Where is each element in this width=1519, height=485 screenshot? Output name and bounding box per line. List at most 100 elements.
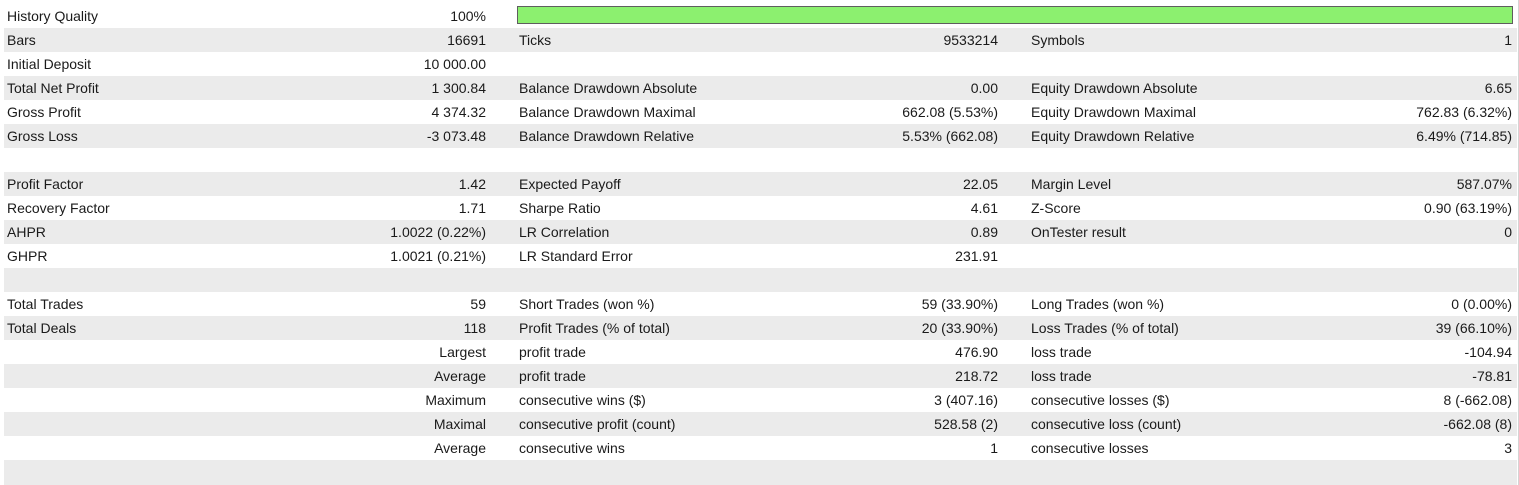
bars-value: 16691 — [447, 32, 486, 48]
ticks-label: Ticks — [519, 32, 552, 48]
max-consecutive-losses-label: consecutive losses ($) — [1031, 392, 1170, 408]
balance-drawdown-absolute-value: 0.00 — [970, 80, 998, 96]
loss-trades-label: Loss Trades (% of total) — [1031, 320, 1179, 336]
row-total-trades: Total Trades 59 Short Trades (won %) 59 … — [4, 292, 1517, 316]
balance-drawdown-maximal-label: Balance Drawdown Maximal — [519, 104, 696, 120]
lr-standard-error-value: 231.91 — [955, 248, 998, 264]
recovery-factor-label: Recovery Factor — [7, 200, 110, 216]
maximal-consecutive-loss-label: consecutive loss (count) — [1031, 416, 1182, 432]
sharpe-ratio-value: 4.61 — [970, 200, 998, 216]
row-average-consecutive: Average consecutive wins 1 consecutive l… — [4, 436, 1517, 460]
row-average: Average profit trade 218.72 loss trade -… — [4, 364, 1517, 388]
initial-deposit-label: Initial Deposit — [7, 56, 92, 72]
total-deals-value: 118 — [463, 320, 486, 336]
gross-loss-label: Gross Loss — [7, 128, 78, 144]
bars-label: Bars — [7, 32, 36, 48]
initial-deposit-value: 10 000.00 — [423, 56, 486, 72]
ontester-result-label: OnTester result — [1031, 224, 1126, 240]
row-profit-factor: Profit Factor 1.42 Expected Payoff 22.05… — [4, 172, 1517, 196]
row-spacer — [4, 460, 1517, 485]
profit-trades-label: Profit Trades (% of total) — [519, 320, 670, 336]
average-consecutive-losses-value: 3 — [1504, 440, 1512, 456]
lr-standard-error-label: LR Standard Error — [519, 248, 633, 264]
row-initial-deposit: Initial Deposit 10 000.00 — [4, 52, 1517, 76]
total-trades-label: Total Trades — [7, 296, 84, 312]
lr-correlation-value: 0.89 — [970, 224, 998, 240]
symbols-value: 1 — [1504, 32, 1512, 48]
gross-profit-label: Gross Profit — [7, 104, 81, 120]
max-consecutive-losses-value: 8 (-662.08) — [1443, 392, 1512, 408]
row-recovery-factor: Recovery Factor 1.71 Sharpe Ratio 4.61 Z… — [4, 196, 1517, 220]
max-consecutive-wins-value: 3 (407.16) — [934, 392, 998, 408]
total-deals-label: Total Deals — [7, 320, 77, 336]
profit-trades-value: 20 (33.90%) — [921, 320, 998, 336]
balance-drawdown-maximal-value: 662.08 (5.53%) — [902, 104, 998, 120]
maximal-label: Maximal — [433, 416, 486, 432]
margin-level-label: Margin Level — [1031, 176, 1112, 192]
total-net-profit-label: Total Net Profit — [7, 80, 99, 96]
row-bars: Bars 16691 Ticks 9533214 Symbols 1 — [4, 28, 1517, 52]
row-largest: Largest profit trade 476.90 loss trade -… — [4, 340, 1517, 364]
maximal-consecutive-loss-value: -662.08 (8) — [1443, 416, 1512, 432]
profit-factor-label: Profit Factor — [7, 176, 84, 192]
history-quality-bar — [517, 6, 1513, 24]
gross-profit-value: 4 374.32 — [431, 104, 487, 120]
history-quality-label: History Quality — [7, 8, 99, 24]
average-consecutive-losses-label: consecutive losses — [1031, 440, 1149, 456]
maximal-consecutive-profit-label: consecutive profit (count) — [519, 416, 676, 432]
z-score-value: 0.90 (63.19%) — [1424, 200, 1512, 216]
expected-payoff-value: 22.05 — [962, 176, 998, 192]
equity-drawdown-relative-value: 6.49% (714.85) — [1416, 128, 1512, 144]
equity-drawdown-relative-label: Equity Drawdown Relative — [1031, 128, 1195, 144]
balance-drawdown-relative-value: 5.53% (662.08) — [902, 128, 998, 144]
long-trades-label: Long Trades (won %) — [1031, 296, 1165, 312]
average-loss-trade-value: -78.81 — [1472, 368, 1512, 384]
balance-drawdown-absolute-label: Balance Drawdown Absolute — [519, 80, 698, 96]
gross-loss-value: -3 073.48 — [426, 128, 486, 144]
short-trades-label: Short Trades (won %) — [519, 296, 655, 312]
largest-profit-trade-value: 476.90 — [955, 344, 998, 360]
average-loss-trade-label: loss trade — [1031, 368, 1092, 384]
ticks-value: 9533214 — [943, 32, 998, 48]
equity-drawdown-maximal-label: Equity Drawdown Maximal — [1031, 104, 1196, 120]
average-profit-trade-label: profit trade — [519, 368, 586, 384]
margin-level-value: 587.07% — [1456, 176, 1512, 192]
loss-trades-value: 39 (66.10%) — [1435, 320, 1512, 336]
maximum-label: Maximum — [425, 392, 486, 408]
sharpe-ratio-label: Sharpe Ratio — [519, 200, 601, 216]
total-net-profit-value: 1 300.84 — [431, 80, 487, 96]
ghpr-value: 1.0021 (0.21%) — [390, 248, 486, 264]
ahpr-label: AHPR — [7, 224, 46, 240]
max-consecutive-wins-label: consecutive wins ($) — [519, 392, 646, 408]
equity-drawdown-absolute-label: Equity Drawdown Absolute — [1031, 80, 1198, 96]
ontester-result-value: 0 — [1504, 224, 1512, 240]
average-consecutive-wins-label: consecutive wins — [519, 440, 625, 456]
largest-loss-trade-label: loss trade — [1031, 344, 1092, 360]
row-ghpr: GHPR 1.0021 (0.21%) LR Standard Error 23… — [4, 244, 1517, 268]
row-spacer — [4, 268, 1517, 292]
ghpr-label: GHPR — [7, 248, 48, 264]
profit-factor-value: 1.42 — [458, 176, 486, 192]
largest-loss-trade-value: -104.94 — [1464, 344, 1512, 360]
equity-drawdown-absolute-value: 6.65 — [1484, 80, 1512, 96]
largest-label: Largest — [439, 344, 486, 360]
lr-correlation-label: LR Correlation — [519, 224, 610, 240]
equity-drawdown-maximal-value: 762.83 (6.32%) — [1416, 104, 1512, 120]
average-consecutive-wins-value: 1 — [990, 440, 998, 456]
row-maximal: Maximal consecutive profit (count) 528.5… — [4, 412, 1517, 436]
row-total-deals: Total Deals 118 Profit Trades (% of tota… — [4, 316, 1517, 340]
history-quality-value: 100% — [450, 8, 486, 24]
row-maximum: Maximum consecutive wins ($) 3 (407.16) … — [4, 388, 1517, 412]
row-history-quality: History Quality 100% — [4, 4, 1517, 28]
symbols-label: Symbols — [1031, 32, 1085, 48]
ahpr-value: 1.0022 (0.22%) — [390, 224, 486, 240]
long-trades-value: 0 (0.00%) — [1451, 296, 1512, 312]
row-ahpr: AHPR 1.0022 (0.22%) LR Correlation 0.89 … — [4, 220, 1517, 244]
expected-payoff-label: Expected Payoff — [519, 176, 621, 192]
maximal-consecutive-profit-value: 528.58 (2) — [934, 416, 998, 432]
average-profit-trade-value: 218.72 — [955, 368, 998, 384]
balance-drawdown-relative-label: Balance Drawdown Relative — [519, 128, 695, 144]
average-label: Average — [434, 368, 486, 384]
row-gross-loss: Gross Loss -3 073.48 Balance Drawdown Re… — [4, 124, 1517, 148]
